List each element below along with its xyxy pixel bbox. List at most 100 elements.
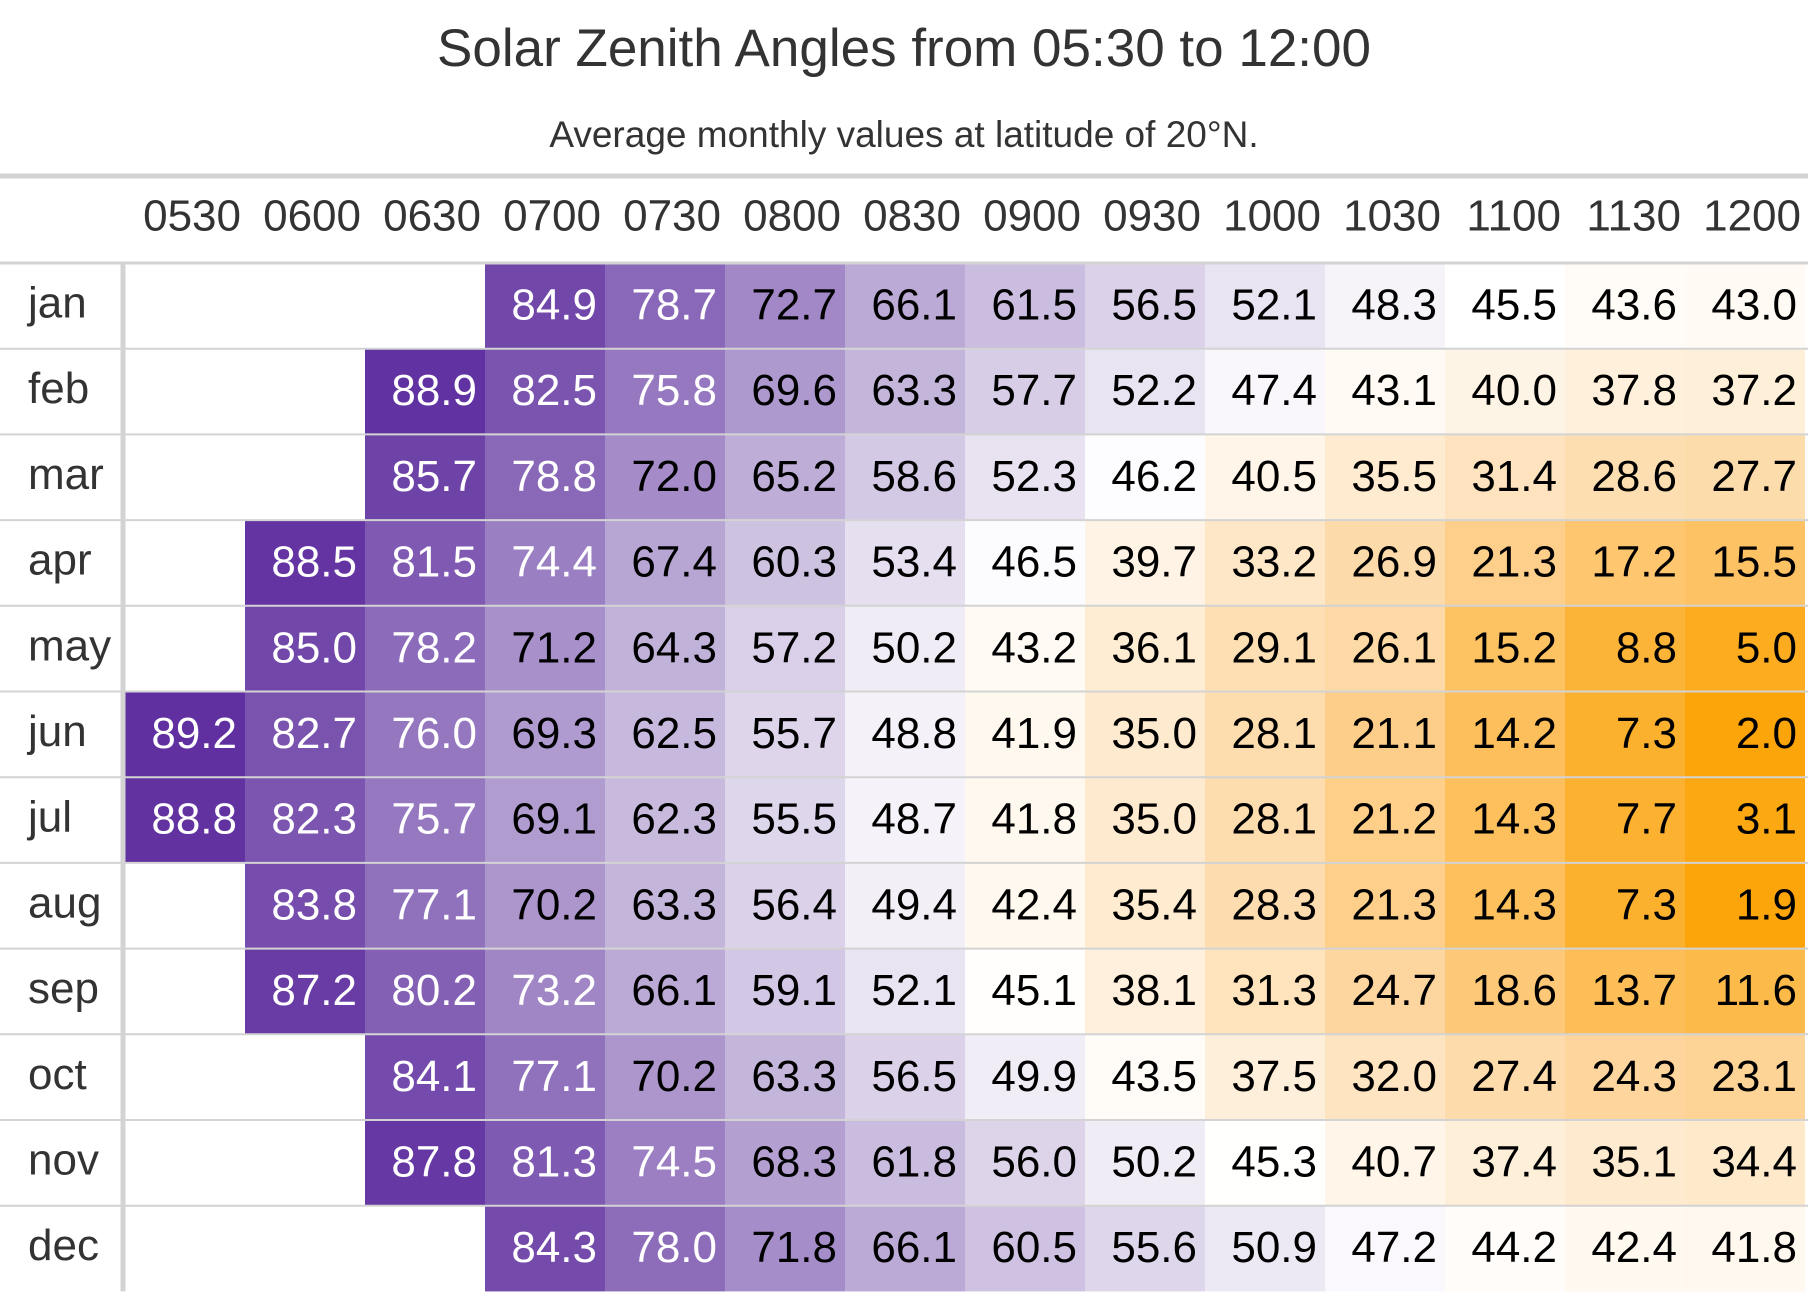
cell-value: 26.9 [1351, 538, 1437, 587]
cell-value: 35.1 [1591, 1137, 1677, 1186]
cell-value: 66.1 [871, 1223, 957, 1272]
cell-bg [245, 691, 365, 778]
cell-bg [1325, 348, 1445, 435]
cell-value: 47.4 [1231, 366, 1317, 415]
subtitle: Average monthly values at latitude of 20… [549, 114, 1258, 155]
cell-bg [1205, 434, 1325, 521]
cell-value: 37.5 [1231, 1052, 1317, 1101]
title: Solar Zenith Angles from 05:30 to 12:00 [437, 19, 1371, 78]
cell-bg [1565, 434, 1685, 521]
column-header: 0700 [503, 192, 601, 241]
cell-value: 38.1 [1111, 966, 1197, 1015]
cell-bg [725, 434, 845, 521]
cell-bg [1325, 1034, 1445, 1120]
cell-value: 55.5 [751, 795, 837, 844]
cell-bg [965, 1034, 1085, 1120]
row-label: feb [28, 364, 89, 413]
cell-bg [485, 1034, 605, 1120]
cell-bg [365, 777, 485, 863]
cell-bg [1445, 1034, 1565, 1120]
cell-bg [605, 691, 725, 778]
cell-bg [605, 348, 725, 435]
column-header: 0900 [983, 192, 1081, 241]
cell-value: 41.8 [991, 795, 1077, 844]
cell-bg [1565, 605, 1685, 692]
cell-value: 23.1 [1711, 1052, 1797, 1101]
cell-bg [725, 948, 845, 1035]
cell-bg [365, 434, 485, 521]
cell-bg [1085, 1034, 1205, 1120]
cell-value: 15.2 [1471, 623, 1557, 672]
cell-value: 62.3 [631, 795, 717, 844]
cell-bg [245, 948, 365, 1035]
cell-value: 7.3 [1616, 709, 1677, 758]
cell-value: 71.2 [511, 623, 597, 672]
cell-bg [1445, 862, 1565, 949]
cell-bg [605, 434, 725, 521]
cell-value: 61.5 [991, 280, 1077, 329]
cell-value: 46.5 [991, 538, 1077, 587]
cell-value: 57.2 [751, 623, 837, 672]
cell-bg [1325, 777, 1445, 863]
cell-value: 21.3 [1351, 880, 1437, 929]
cell-bg [485, 1120, 605, 1206]
cell-value: 75.8 [631, 366, 717, 415]
cell-bg [965, 777, 1085, 863]
cell-value: 21.3 [1471, 538, 1557, 587]
cell-bg [725, 605, 845, 692]
cell-bg [965, 948, 1085, 1035]
cell-value: 17.2 [1591, 538, 1677, 587]
cell-bg [605, 777, 725, 863]
cell-bg [1685, 862, 1805, 949]
cell-value: 69.1 [511, 795, 597, 844]
column-header: 0930 [1103, 192, 1201, 241]
cell-bg [1445, 1120, 1565, 1206]
column-header: 1030 [1343, 192, 1441, 241]
cell-value: 43.5 [1111, 1052, 1197, 1101]
cell-value: 45.5 [1471, 280, 1557, 329]
cell-bg [485, 948, 605, 1035]
cell-bg [485, 862, 605, 949]
cell-bg [485, 777, 605, 863]
column-header: 0730 [623, 192, 721, 241]
cell-bg [725, 263, 845, 349]
cell-value: 21.2 [1351, 795, 1437, 844]
cell-bg [1085, 777, 1205, 863]
cell-value: 7.3 [1616, 880, 1677, 929]
cell-value: 63.3 [871, 366, 957, 415]
cell-bg [1685, 777, 1805, 863]
cell-value: 56.0 [991, 1137, 1077, 1186]
cell-value: 60.3 [751, 538, 837, 587]
cell-value: 56.4 [751, 880, 837, 929]
cell-bg [1085, 1120, 1205, 1206]
cell-bg [1445, 348, 1565, 435]
cell-value: 35.0 [1111, 709, 1197, 758]
cell-value: 14.2 [1471, 709, 1557, 758]
column-header: 0630 [383, 192, 481, 241]
cell-bg [605, 1205, 725, 1292]
cell-value: 24.7 [1351, 966, 1437, 1015]
cell-bg [1205, 348, 1325, 435]
cell-bg [965, 434, 1085, 521]
cell-value: 35.0 [1111, 795, 1197, 844]
cell-value: 69.3 [511, 709, 597, 758]
cell-value: 41.9 [991, 709, 1077, 758]
cell-bg [1205, 948, 1325, 1035]
cell-value: 85.0 [271, 623, 357, 672]
cell-bg [965, 520, 1085, 606]
cell-bg [605, 605, 725, 692]
cell-value: 32.0 [1351, 1052, 1437, 1101]
cell-bg [365, 862, 485, 949]
cell-bg [365, 520, 485, 606]
cell-bg [845, 348, 965, 435]
cell-value: 82.7 [271, 709, 357, 758]
cell-value: 48.3 [1351, 280, 1437, 329]
cell-bg [1565, 348, 1685, 435]
cell-bg [1085, 948, 1205, 1035]
cell-value: 75.7 [391, 795, 477, 844]
cell-value: 2.0 [1736, 709, 1797, 758]
column-header: 1000 [1223, 192, 1321, 241]
cell-bg [845, 263, 965, 349]
cell-value: 78.8 [511, 452, 597, 501]
